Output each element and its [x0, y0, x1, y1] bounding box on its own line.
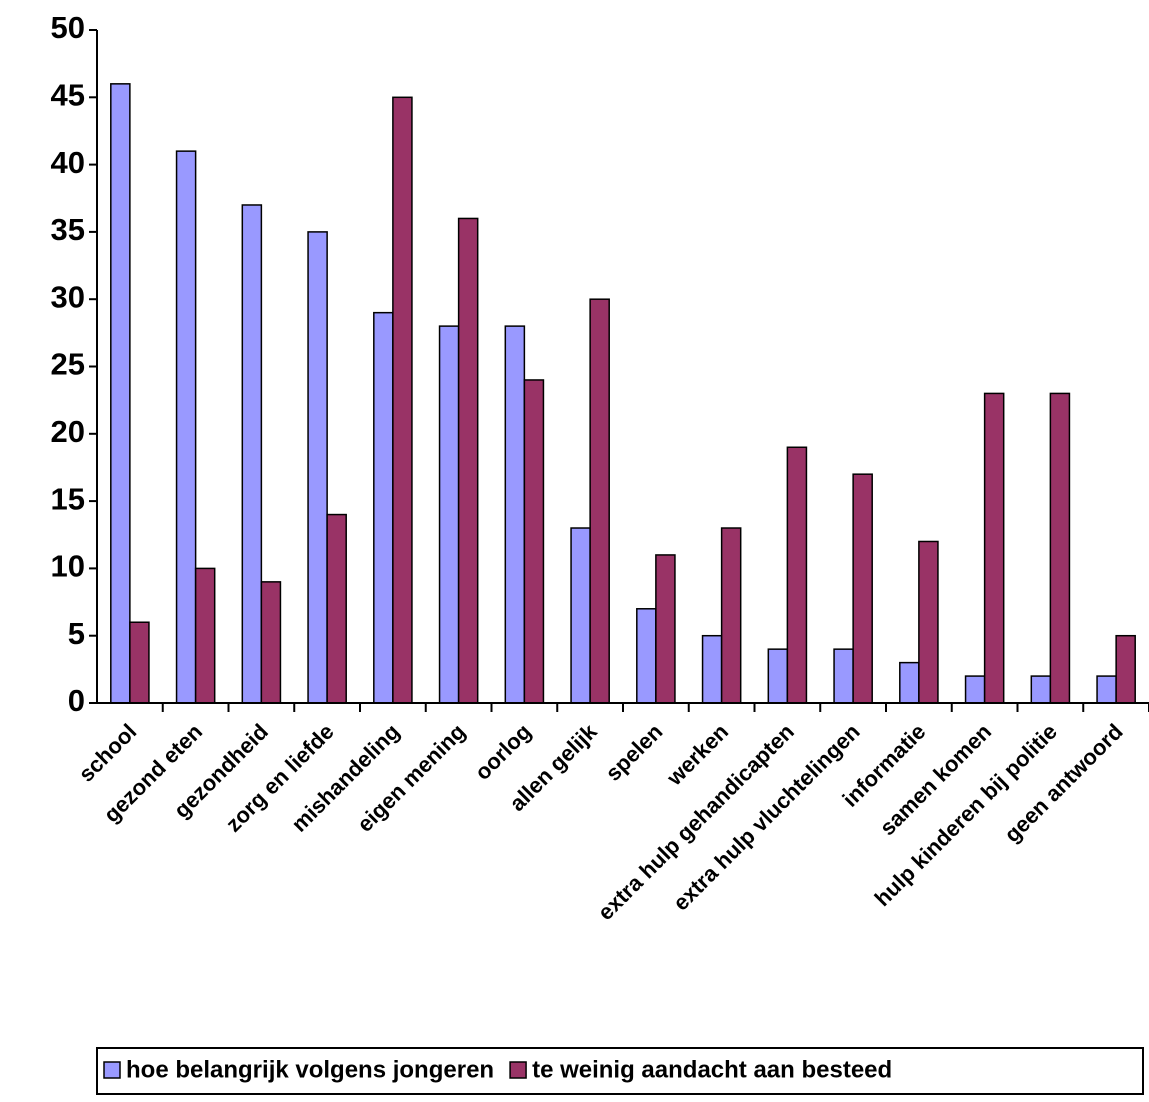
y-tick-label: 25 [51, 347, 85, 382]
bar [392, 96, 413, 704]
bar [1115, 634, 1136, 704]
bar [523, 379, 545, 704]
bar [636, 608, 657, 704]
bar [767, 648, 789, 704]
y-tick-label: 15 [51, 481, 85, 516]
bar [260, 581, 282, 704]
bar [373, 311, 394, 704]
bar [194, 567, 216, 704]
bar [1049, 392, 1071, 704]
bar [983, 392, 1005, 704]
bar [129, 621, 150, 704]
bar [307, 231, 328, 704]
y-tick-label: 45 [51, 77, 85, 112]
bar [241, 204, 263, 704]
legend-label: te weinig aandacht aan besteed [532, 1056, 892, 1083]
bar [175, 150, 197, 704]
bar [786, 446, 808, 704]
legend-swatch [103, 1061, 121, 1079]
x-tick-label: samen komen [875, 719, 996, 840]
bar [720, 527, 742, 704]
bar [701, 634, 723, 704]
bar [589, 298, 610, 704]
bar [918, 540, 939, 704]
x-tick-label: oorlog [470, 719, 536, 785]
bar [833, 648, 854, 704]
y-tick-label: 35 [51, 212, 85, 247]
bar [457, 217, 479, 704]
bar [964, 675, 986, 704]
bar [438, 325, 460, 704]
y-tick-label: 20 [51, 414, 85, 449]
bar [899, 661, 920, 704]
y-tick-label: 30 [51, 279, 85, 314]
y-tick-label: 10 [51, 549, 85, 584]
y-tick-label: 50 [51, 10, 85, 45]
y-tick-label: 40 [51, 145, 85, 180]
y-tick-label: 5 [68, 616, 85, 651]
legend-swatch [509, 1061, 527, 1079]
legend-box [96, 1047, 1144, 1095]
legend-label: hoe belangrijk volgens jongeren [126, 1056, 494, 1083]
bar [570, 527, 591, 704]
x-tick-label: spelen [600, 719, 667, 786]
x-tick-label: geen antwoord [999, 719, 1127, 847]
bar [326, 513, 347, 704]
y-tick-label: 0 [68, 683, 85, 718]
bar [852, 473, 873, 704]
bar [110, 83, 131, 704]
bar [504, 325, 526, 704]
bar [655, 554, 676, 704]
bar [1096, 675, 1117, 704]
bar [1030, 675, 1052, 704]
